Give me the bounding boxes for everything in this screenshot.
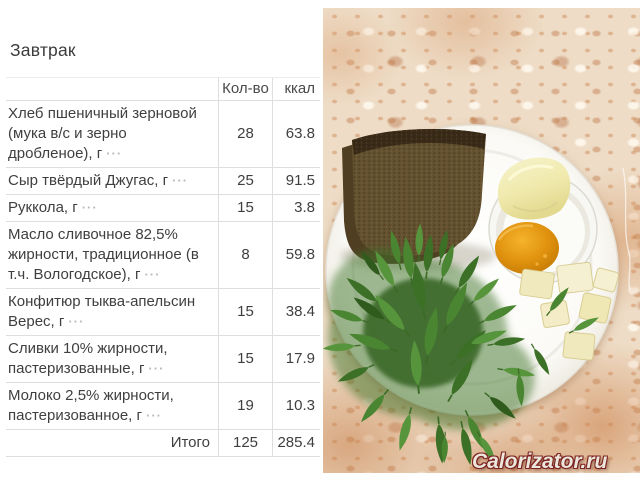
more-options-icon[interactable]: ···: [81, 200, 98, 215]
kcal-value: 59.8: [285, 246, 315, 263]
food-name: Сыр твёрдый Джугас, г: [8, 172, 169, 189]
qty-value: 15: [218, 195, 273, 221]
table-row: Молоко 2,5% жирности, пастеризованное, г…: [6, 383, 320, 430]
cheese-cubes: [519, 261, 620, 361]
qty-value: 8: [218, 222, 273, 288]
meal-photo: Calorizator.ru: [323, 8, 640, 473]
more-options-icon[interactable]: ···: [148, 361, 165, 376]
confiture: [495, 222, 559, 274]
page-title: Завтрак: [10, 40, 76, 60]
food-name: Масло сливочное 82,5% жирности, традицио…: [8, 226, 199, 283]
food-name: Конфитюр тыква-апельсин Верес, г: [8, 293, 196, 330]
food-name: Руккола, г: [8, 199, 78, 216]
table-header-row: Кол-во ккал: [6, 77, 320, 101]
more-options-icon[interactable]: ···: [145, 408, 162, 423]
rye-bread-slice: [342, 129, 486, 264]
arugula: [323, 222, 601, 467]
kcal-value: 10.3: [285, 397, 315, 414]
table-row: Хлеб пшеничный зерновой (мука в/с и зерн…: [6, 101, 320, 168]
header-name-spacer: [6, 78, 218, 100]
more-options-icon[interactable]: ···: [144, 267, 161, 282]
meal-table: Кол-во ккал Хлеб пшеничный зерновой (мук…: [6, 77, 320, 457]
table-row: Сыр твёрдый Джугас, г ··· 25 91.5: [6, 168, 320, 195]
total-row: Итого 125 285.4: [6, 430, 320, 457]
watermark: Calorizator.ru: [472, 450, 608, 473]
more-options-icon[interactable]: ···: [172, 173, 189, 188]
qty-value: 15: [218, 336, 273, 382]
butter-dish: [488, 157, 598, 284]
table-row: Сливки 10% жирности, пастеризованные, г ·…: [6, 336, 320, 383]
more-options-icon[interactable]: ···: [106, 146, 123, 161]
kcal-value: 91.5: [285, 172, 315, 189]
qty-value: 15: [218, 289, 273, 335]
table-row: Масло сливочное 82,5% жирности, традицио…: [6, 222, 320, 289]
food-name: Молоко 2,5% жирности, пастеризованное, г: [8, 387, 174, 424]
total-label: Итого: [170, 434, 210, 451]
kcal-value: 63.8: [285, 125, 315, 142]
food-name: Хлеб пшеничный зерновой (мука в/с и зерн…: [8, 105, 197, 162]
kcal-value: 17.9: [285, 350, 315, 367]
meal-illustration: [323, 124, 631, 467]
qty-value: 19: [218, 383, 273, 429]
column-header-qty: Кол-во: [218, 78, 273, 100]
total-kcal: 285.4: [277, 434, 315, 451]
total-qty: 125: [218, 430, 273, 456]
more-options-icon[interactable]: ···: [68, 314, 85, 329]
column-header-kcal: ккал: [284, 80, 315, 97]
qty-value: 28: [218, 101, 273, 167]
table-row: Руккола, г ··· 15 3.8: [6, 195, 320, 222]
kcal-value: 3.8: [294, 199, 315, 216]
food-name: Сливки 10% жирности, пастеризованные, г: [8, 340, 168, 377]
stone-vein: [622, 167, 631, 291]
qty-value: 25: [218, 168, 273, 194]
table-row: Конфитюр тыква-апельсин Верес, г ··· 15 3…: [6, 289, 320, 336]
kcal-value: 38.4: [285, 303, 315, 320]
